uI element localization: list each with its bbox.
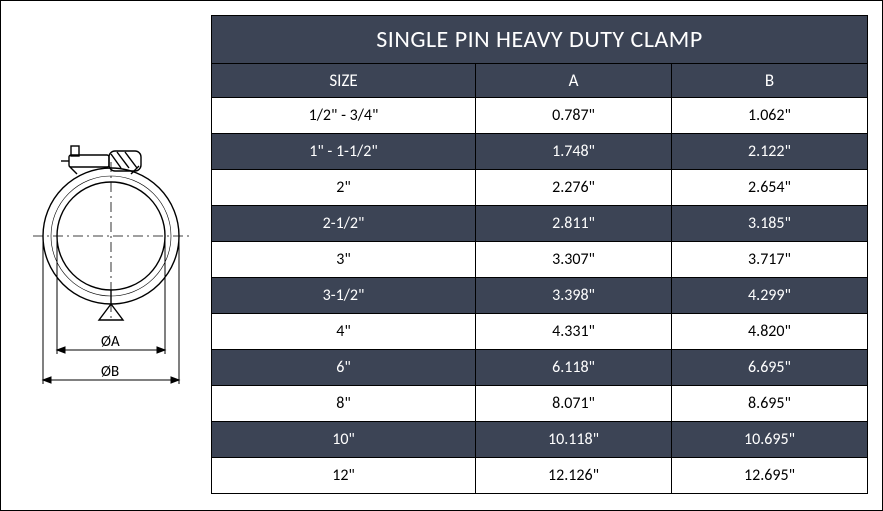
cell-a: 1.748" <box>476 134 672 170</box>
table-row: 4" 4.331" 4.820" <box>212 314 868 350</box>
page-container: ØA ØB SINGLE PIN HEAVY DUTY CLAMP SIZE A <box>0 0 883 511</box>
cell-a: 12.126" <box>476 458 672 494</box>
cell-b: 4.820" <box>672 314 868 350</box>
table-body: 1/2" - 3/4" 0.787" 1.062" 1" - 1-1/2" 1.… <box>212 98 868 494</box>
dim-label-b: ØB <box>101 363 119 381</box>
cell-size: 1/2" - 3/4" <box>212 98 476 134</box>
table-row: 1/2" - 3/4" 0.787" 1.062" <box>212 98 868 134</box>
table-title-row: SINGLE PIN HEAVY DUTY CLAMP <box>212 16 868 64</box>
spec-table-panel: SINGLE PIN HEAVY DUTY CLAMP SIZE A B 1/2… <box>211 1 882 510</box>
clamp-diagram-panel: ØA ØB <box>1 1 211 510</box>
table-row: 6" 6.118" 6.695" <box>212 350 868 386</box>
cell-size: 10" <box>212 422 476 458</box>
cell-size: 8" <box>212 386 476 422</box>
table-header-row: SIZE A B <box>212 64 868 98</box>
cell-size: 4" <box>212 314 476 350</box>
table-row: 3" 3.307" 3.717" <box>212 242 868 278</box>
cell-b: 3.185" <box>672 206 868 242</box>
cell-size: 3" <box>212 242 476 278</box>
cell-a: 8.071" <box>476 386 672 422</box>
table-row: 12" 12.126" 12.695" <box>212 458 868 494</box>
table-title: SINGLE PIN HEAVY DUTY CLAMP <box>212 16 868 64</box>
cell-b: 2.654" <box>672 170 868 206</box>
cell-a: 3.398" <box>476 278 672 314</box>
cell-a: 3.307" <box>476 242 672 278</box>
col-header-a: A <box>476 64 672 98</box>
cell-b: 10.695" <box>672 422 868 458</box>
table-row: 1" - 1-1/2" 1.748" 2.122" <box>212 134 868 170</box>
table-row: 2" 2.276" 2.654" <box>212 170 868 206</box>
cell-a: 6.118" <box>476 350 672 386</box>
table-row: 3-1/2" 3.398" 4.299" <box>212 278 868 314</box>
spec-table: SINGLE PIN HEAVY DUTY CLAMP SIZE A B 1/2… <box>211 15 868 494</box>
cell-b: 4.299" <box>672 278 868 314</box>
clamp-diagram: ØA ØB <box>11 106 201 406</box>
cell-size: 3-1/2" <box>212 278 476 314</box>
cell-size: 1" - 1-1/2" <box>212 134 476 170</box>
cell-a: 0.787" <box>476 98 672 134</box>
dim-label-a: ØA <box>101 333 120 351</box>
cell-size: 2-1/2" <box>212 206 476 242</box>
col-header-size: SIZE <box>212 64 476 98</box>
cell-a: 4.331" <box>476 314 672 350</box>
cell-a: 2.276" <box>476 170 672 206</box>
col-header-b: B <box>672 64 868 98</box>
table-row: 2-1/2" 2.811" 3.185" <box>212 206 868 242</box>
table-row: 8" 8.071" 8.695" <box>212 386 868 422</box>
cell-b: 1.062" <box>672 98 868 134</box>
cell-a: 10.118" <box>476 422 672 458</box>
cell-b: 3.717" <box>672 242 868 278</box>
cell-size: 6" <box>212 350 476 386</box>
cell-b: 8.695" <box>672 386 868 422</box>
cell-b: 12.695" <box>672 458 868 494</box>
table-row: 10" 10.118" 10.695" <box>212 422 868 458</box>
cell-size: 2" <box>212 170 476 206</box>
cell-a: 2.811" <box>476 206 672 242</box>
cell-b: 6.695" <box>672 350 868 386</box>
cell-b: 2.122" <box>672 134 868 170</box>
cell-size: 12" <box>212 458 476 494</box>
